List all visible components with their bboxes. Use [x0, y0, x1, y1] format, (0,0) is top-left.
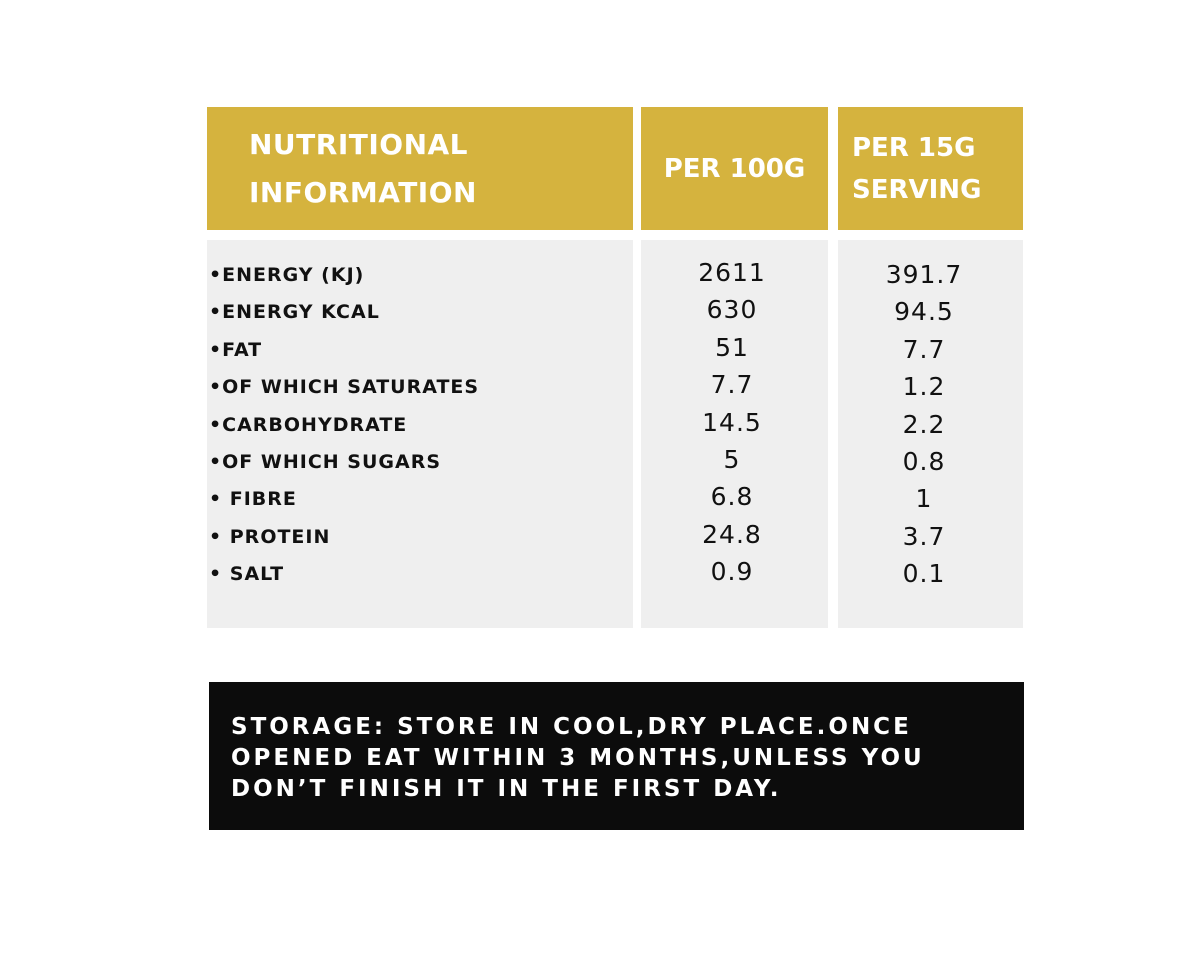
row-label: •FAT — [209, 338, 263, 361]
header-col-cell: PER 100G — [641, 107, 828, 230]
row-label: •OF WHICH SATURATES — [209, 376, 480, 399]
value-per-100g: 0.9 — [710, 557, 754, 587]
body-cell — [838, 240, 1023, 628]
row-label: •ENERGY KCAL — [209, 301, 380, 324]
header-col-cell: PER 15G SERVING — [838, 107, 1023, 230]
storage-box: STORAGE: STORE IN COOL,DRY PLACE.ONCE OP… — [209, 682, 1024, 830]
row-label: •ENERGY (KJ) — [209, 264, 365, 286]
storage-text: STORAGE: STORE IN COOL,DRY PLACE.ONCE OP… — [231, 714, 925, 802]
value-per-100g: 7.7 — [710, 370, 754, 400]
value-per-100g: 5 — [723, 445, 741, 474]
row-label: •CARBOHYDRATE — [209, 413, 408, 436]
value-per-100g: 14.5 — [702, 407, 762, 437]
row-label: •OF WHICH SUGARS — [209, 451, 442, 473]
row-label: • PROTEIN — [209, 525, 331, 548]
value-per-serving: 94.5 — [894, 297, 954, 327]
value-per-100g: 630 — [706, 295, 758, 325]
value-per-serving: 391.7 — [885, 260, 963, 289]
header-title-cell: NUTRITIONAL INFORMATION — [207, 107, 633, 230]
header-column: PER 100G — [663, 153, 806, 184]
value-per-100g: 2611 — [698, 258, 766, 287]
value-per-serving: 1 — [915, 484, 933, 514]
body-cell — [207, 240, 633, 628]
value-per-serving: 0.8 — [902, 447, 946, 476]
value-per-serving: 0.1 — [902, 559, 946, 589]
value-per-100g: 6.8 — [710, 482, 754, 512]
value-per-serving: 3.7 — [902, 521, 946, 551]
body-cell — [641, 240, 828, 628]
header-title: NUTRITIONAL INFORMATION — [249, 127, 477, 209]
value-per-serving: 7.7 — [902, 334, 946, 364]
row-label: • SALT — [209, 563, 285, 586]
header-column: PER 15G SERVING — [852, 132, 982, 205]
value-per-serving: 2.2 — [902, 409, 946, 439]
value-per-100g: 51 — [715, 332, 749, 362]
row-label: • FIBRE — [209, 488, 297, 511]
value-per-serving: 1.2 — [902, 372, 946, 402]
value-per-100g: 24.8 — [702, 519, 762, 549]
